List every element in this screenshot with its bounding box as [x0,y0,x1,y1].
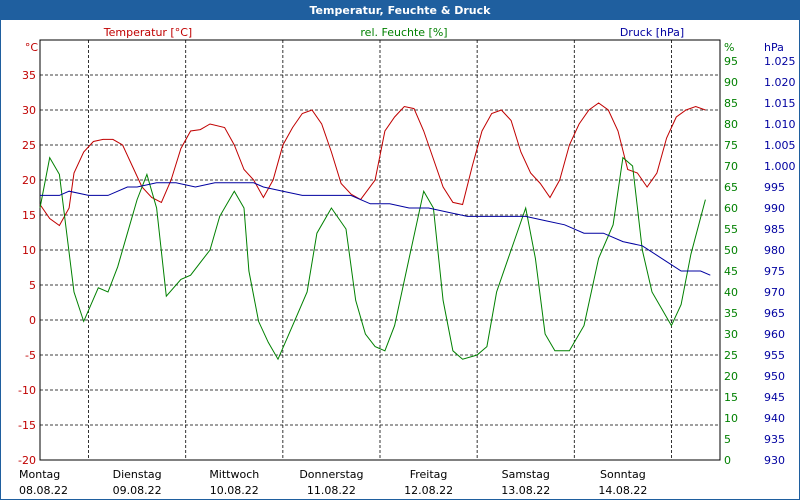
humidity-tick-label: 0 [724,454,731,467]
pressure-tick-label: 985 [764,223,785,236]
x-tick-day: Sonntag [600,468,646,481]
pressure-axis-ticks: 1.025 1.020 1.015 1.010 1.005 1.000 995 990 985 9… [764,55,796,467]
temperature-tick-label: 5 [29,279,36,292]
x-tick-day: Dienstag [113,468,162,481]
grid-lines [40,40,720,460]
temperature-tick-label: 15 [22,209,36,222]
temperature-tick-label: 0 [29,314,36,327]
temperature-tick-label: 20 [22,174,36,187]
humidity-tick-label: 70 [724,160,738,173]
x-tick-date: 08.08.22 [19,484,68,497]
pressure-tick-label: 980 [764,244,785,257]
pressure-tick-label: 960 [764,328,785,341]
humidity-tick-label: 55 [724,223,738,236]
humidity-tick-label: 85 [724,97,738,110]
humidity-tick-label: 15 [724,391,738,404]
window-title: Temperatur, Feuchte & Druck [1,1,799,20]
pressure-axis-label: Druck [hPa] [620,26,684,39]
pressure-tick-label: 1.015 [764,97,796,110]
temperature-axis-label: Temperatur [°C] [103,26,192,39]
x-tick-day: Donnerstag [299,468,363,481]
pressure-tick-label: 950 [764,370,785,383]
humidity-axis-label: rel. Feuchte [%] [360,26,447,39]
x-tick-date: 09.08.22 [113,484,162,497]
humidity-tick-label: 65 [724,181,738,194]
pressure-tick-label: 990 [764,202,785,215]
humidity-tick-label: 5 [724,433,731,446]
humidity-tick-label: 95 [724,55,738,68]
temperature-tick-label: 30 [22,104,36,117]
pressure-tick-label: 970 [764,286,785,299]
pressure-tick-label: 1.000 [764,160,796,173]
humidity-tick-label: 25 [724,349,738,362]
temperature-axis-ticks: 35 30 25 20 15 10 5 0 -5 -10 -15 -20 [18,69,36,467]
x-tick-day: Samstag [502,468,550,481]
pressure-tick-label: 1.020 [764,76,796,89]
x-tick-day: Montag [19,468,60,481]
pressure-tick-label: 945 [764,391,785,404]
humidity-tick-label: 20 [724,370,738,383]
temperature-tick-label: 25 [22,139,36,152]
temperature-tick-label: 10 [22,244,36,257]
x-tick-date: 12.08.22 [404,484,453,497]
humidity-tick-label: 75 [724,139,738,152]
x-tick-day: Freitag [410,468,448,481]
humidity-tick-label: 60 [724,202,738,215]
x-tick-day: Mittwoch [209,468,259,481]
x-tick-date: 11.08.22 [307,484,356,497]
temperature-tick-label: -5 [25,349,36,362]
pressure-tick-label: 1.005 [764,139,796,152]
humidity-tick-label: 45 [724,265,738,278]
pressure-tick-label: 975 [764,265,785,278]
temperature-unit-label: °C [25,41,39,54]
pressure-tick-label: 940 [764,412,785,425]
temperature-tick-label: -20 [18,454,36,467]
humidity-tick-label: 80 [724,118,738,131]
x-tick-date: 14.08.22 [598,484,647,497]
humidity-unit-label: % [724,41,734,54]
temperature-tick-label: -15 [18,419,36,432]
series-line-humidity [39,156,706,361]
pressure-tick-label: 1.025 [764,55,796,68]
temperature-tick-label: 35 [22,69,36,82]
pressure-tick-label: 1.010 [764,118,796,131]
pressure-tick-label: 965 [764,307,785,320]
humidity-tick-label: 30 [724,328,738,341]
temperature-tick-label: -10 [18,384,36,397]
x-tick-date: 13.08.22 [501,484,550,497]
x-axis-ticks: Montag 08.08.22 Dienstag 09.08.22 Mittwoch 10… [19,468,647,497]
plot-area-border [39,39,721,461]
pressure-tick-label: 935 [764,433,785,446]
humidity-tick-label: 90 [724,76,738,89]
pressure-tick-label: 955 [764,349,785,362]
pressure-tick-label: 930 [764,454,785,467]
series-layer [39,102,711,361]
humidity-tick-label: 50 [724,244,738,257]
humidity-tick-label: 35 [724,307,738,320]
humidity-tick-label: 10 [724,412,738,425]
humidity-tick-label: 40 [724,286,738,299]
x-tick-date: 10.08.22 [210,484,259,497]
series-line-pressure [40,182,711,276]
series-line-temperature [39,102,706,227]
pressure-unit-label: hPa [764,41,784,54]
pressure-tick-label: 995 [764,181,785,194]
